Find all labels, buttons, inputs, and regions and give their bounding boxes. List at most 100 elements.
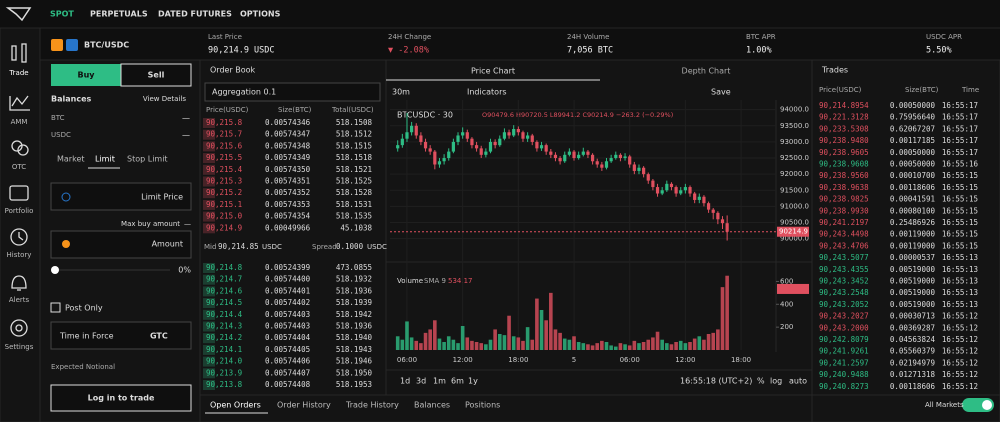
aggregation-value[interactable]: Aggregation 0.1 xyxy=(212,88,276,97)
nav-tab[interactable]: OPTIONS xyxy=(240,10,281,19)
login-button[interactable] xyxy=(50,384,192,412)
chart-tab[interactable]: Depth Chart xyxy=(682,67,731,76)
sidebar-item[interactable]: OTC xyxy=(12,163,26,171)
depth-bar xyxy=(203,118,215,128)
scale-option[interactable]: auto xyxy=(789,377,807,386)
y-tick-label: 93000.0 xyxy=(780,138,809,146)
buy-button[interactable] xyxy=(51,64,121,86)
volume-bar xyxy=(706,334,711,350)
order-type-tab[interactable]: Stop Limit xyxy=(127,155,168,164)
trade-price: 90,241.9261 xyxy=(819,347,869,356)
candle-body xyxy=(600,164,604,168)
scale-option[interactable]: log xyxy=(770,377,782,386)
trade-time: 16:55:12 xyxy=(942,347,978,356)
candle-body xyxy=(530,135,534,142)
volume-bar xyxy=(683,343,688,350)
volume-bar xyxy=(414,340,419,350)
volume-bar xyxy=(395,336,400,350)
range-button[interactable]: 3d xyxy=(416,377,426,386)
view-details[interactable]: View Details xyxy=(143,95,186,103)
indicators-button[interactable]: Indicators xyxy=(467,88,507,97)
trade-time: 16:55:13 xyxy=(942,253,978,262)
bottom-tab[interactable]: Order History xyxy=(277,401,331,410)
bottom-tab[interactable]: Open Orders xyxy=(210,401,261,410)
sidebar-item[interactable]: AMM xyxy=(11,118,28,126)
chart-tab[interactable]: Price Chart xyxy=(471,67,515,76)
candle-body xyxy=(567,151,571,155)
book-price: 90,214.9 xyxy=(206,223,242,232)
volume-bar xyxy=(488,339,493,350)
trade-time: 16:55:17 xyxy=(942,124,978,133)
volume-bar xyxy=(590,345,595,350)
trade-time: 16:55:17 xyxy=(942,101,978,110)
candle-body xyxy=(618,154,623,159)
depth-bar xyxy=(203,286,215,297)
volume-bar xyxy=(507,315,511,350)
scale-option[interactable]: % xyxy=(757,377,765,386)
post-only-checkbox[interactable] xyxy=(50,302,61,313)
volume-bar xyxy=(493,329,497,350)
candle-body xyxy=(590,154,595,162)
sidebar-item[interactable]: Settings xyxy=(5,343,34,351)
aggregation-select[interactable] xyxy=(204,82,381,102)
sidebar-item[interactable]: History xyxy=(7,251,32,259)
sidebar-item[interactable]: Trade xyxy=(8,69,28,77)
book-total: 518.1940 xyxy=(336,333,373,342)
tif-select[interactable] xyxy=(50,321,192,350)
nav-tab[interactable]: PERPETUALS xyxy=(90,10,148,19)
sidebar-item[interactable]: Alerts xyxy=(9,296,30,304)
max-buy-value: — xyxy=(184,220,191,228)
volume-bar xyxy=(465,337,470,350)
volume-bar xyxy=(470,340,474,350)
volume-bar xyxy=(604,342,609,350)
range-button[interactable]: 1y xyxy=(468,377,478,386)
trade-price: 90,233.5308 xyxy=(819,124,869,133)
nav-tab[interactable]: SPOT xyxy=(50,10,74,19)
limit-price-input[interactable] xyxy=(50,182,192,211)
sell-button[interactable] xyxy=(120,63,192,87)
bottom-tab[interactable]: Positions xyxy=(465,401,500,410)
nav-tab[interactable]: DATED FUTURES xyxy=(158,10,232,19)
trade-time: 16:55:13 xyxy=(942,265,978,274)
interval[interactable]: 30m xyxy=(392,88,410,97)
order-type-tab[interactable]: Market xyxy=(57,155,85,164)
range-button[interactable]: 1d xyxy=(400,377,410,386)
volume-bar xyxy=(646,339,651,350)
mid-label: Mid xyxy=(204,243,216,251)
trade-price: 90,214.8954 xyxy=(819,101,869,110)
bottom-tab[interactable]: Balances xyxy=(414,401,450,410)
book-price: 90,215.4 xyxy=(206,165,243,174)
trade-size: 0.01271318 xyxy=(890,370,936,379)
bottom-tab[interactable]: Trade History xyxy=(345,401,399,410)
volume-bar xyxy=(627,345,632,350)
input-placeholder: Limit Price xyxy=(141,193,183,202)
book-size: 0.00574404 xyxy=(265,333,311,342)
range-button[interactable]: 1m xyxy=(433,377,446,386)
trade-time: 16:55:15 xyxy=(942,171,978,180)
depth-bar xyxy=(203,223,215,234)
order-type-tab[interactable]: Limit xyxy=(95,155,115,164)
trade-size: 0.00010700 xyxy=(890,171,936,180)
book-total: 518.1943 xyxy=(336,345,372,354)
candle-body xyxy=(577,154,581,159)
trade-size: 0.00519000 xyxy=(890,288,936,297)
spread-value: 0.1000 xyxy=(336,242,364,251)
volume-bar xyxy=(428,329,432,350)
post-only-label: Post Only xyxy=(65,304,103,313)
amount-input[interactable] xyxy=(50,230,192,259)
candle-body xyxy=(581,151,585,155)
book-price: 90,215.3 xyxy=(206,177,242,186)
balance-value: — xyxy=(182,131,190,140)
sidebar-item[interactable]: Portfolio xyxy=(5,207,34,215)
depth-bar xyxy=(203,141,215,152)
save-button[interactable]: Save xyxy=(711,88,731,97)
book-size: 0.00574408 xyxy=(265,380,311,389)
stat-label: Last Price xyxy=(208,33,242,41)
volume-bar xyxy=(405,321,409,350)
range-button[interactable]: 6m xyxy=(451,377,464,386)
depth-bar xyxy=(203,153,215,164)
logo[interactable] xyxy=(5,7,32,22)
slider-thumb[interactable] xyxy=(51,266,59,274)
y-tick-label: 200 xyxy=(780,323,793,331)
